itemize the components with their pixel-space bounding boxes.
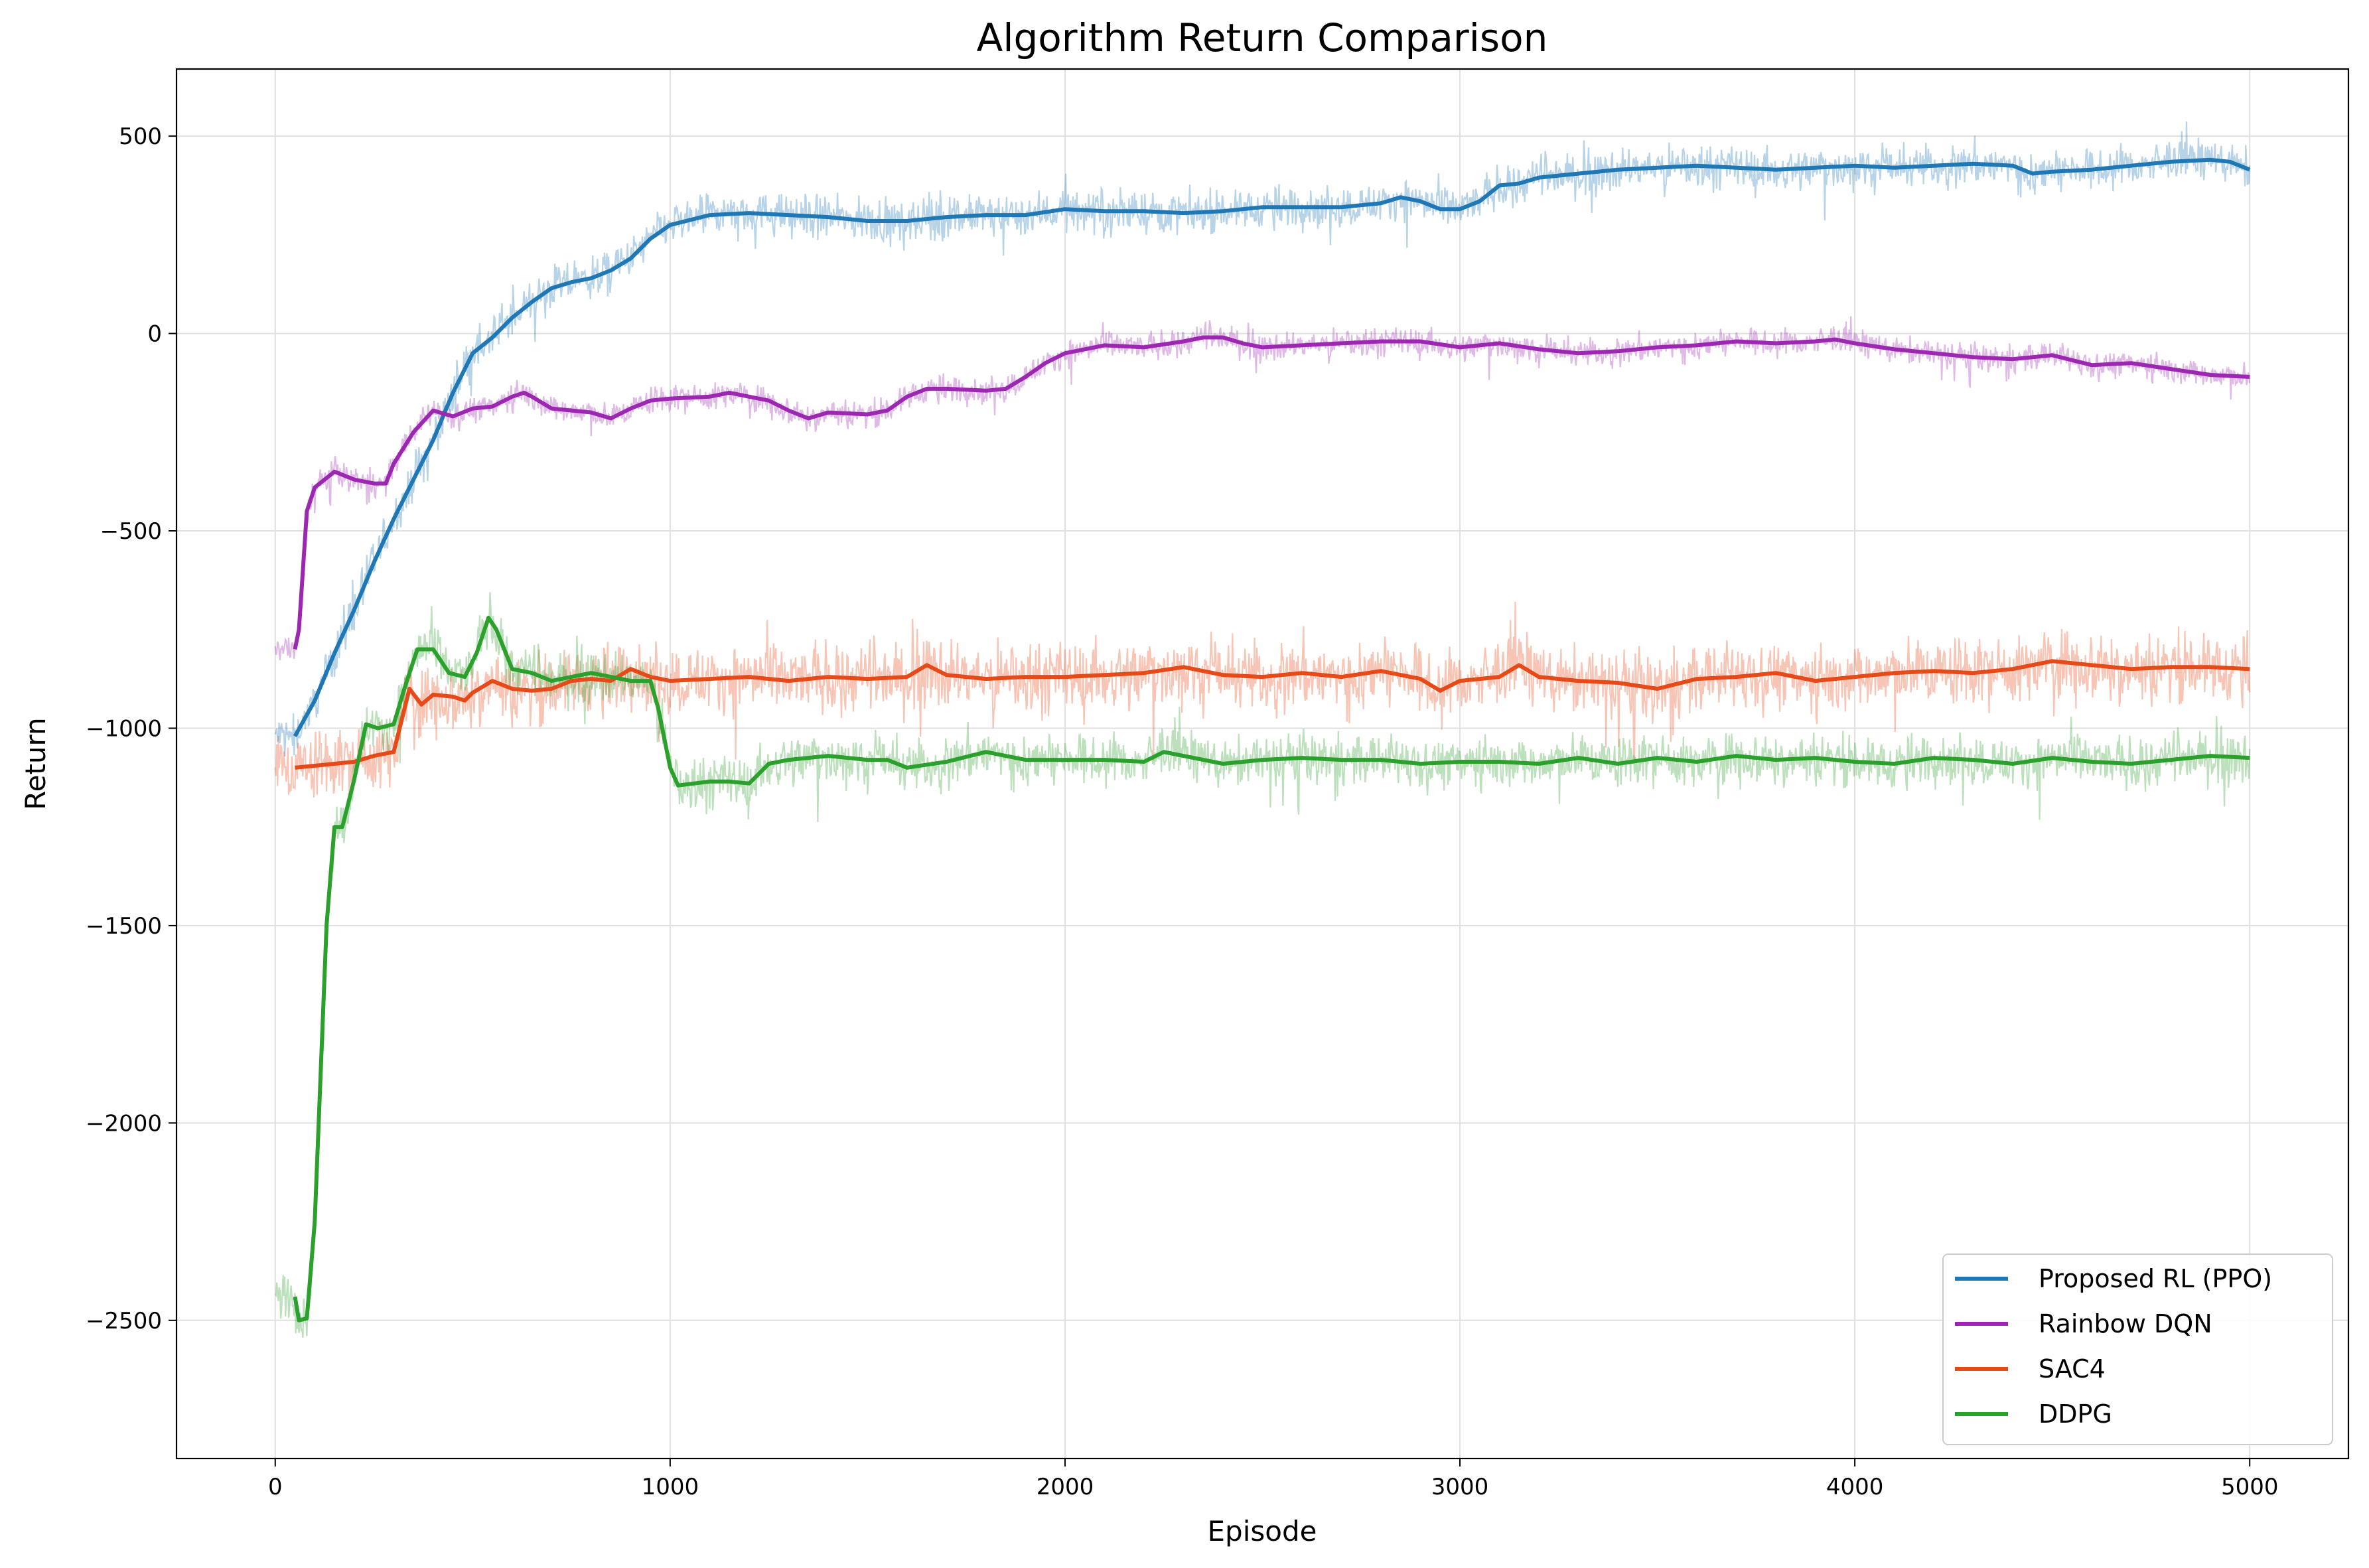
raw-series-sac4 (274, 601, 2251, 804)
legend-label-ppo: Proposed RL (PPO) (2039, 1264, 2272, 1293)
smoothed-series-layer (293, 157, 2251, 1322)
x-tick-label: 0 (268, 1474, 283, 1500)
series-line-ppo (293, 157, 2251, 737)
y-axis-label: Return (19, 717, 52, 810)
x-tick-label: 4000 (1826, 1474, 1884, 1500)
y-tick-label: 0 (147, 321, 162, 348)
raw-series-ddpg (274, 592, 2251, 1338)
y-tick-label: 500 (119, 123, 162, 150)
series-line-sac4 (295, 659, 2250, 770)
legend-label-ddpg: DDPG (2039, 1399, 2112, 1429)
legend: Proposed RL (PPO) Rainbow DQN SAC4 DDPG (1942, 1253, 2333, 1445)
x-tick-label: 1000 (642, 1474, 699, 1500)
x-tick-label: 2000 (1037, 1474, 1094, 1500)
x-tick-label: 5000 (2221, 1474, 2279, 1500)
series-line-rainbow-dqn (293, 335, 2250, 650)
chart-title: Algorithm Return Comparison (977, 15, 1548, 60)
y-tick-label: −500 (100, 518, 162, 545)
legend-box (1942, 1253, 2333, 1445)
y-tick-label: −1000 (86, 715, 162, 742)
series-line-ddpg (293, 615, 2250, 1322)
x-axis-label: Episode (1208, 1515, 1317, 1547)
legend-label-sac4: SAC4 (2039, 1354, 2106, 1384)
plot-area-frame (175, 68, 2350, 1460)
x-tick-label: 3000 (1431, 1474, 1489, 1500)
y-tick-label: −2000 (86, 1110, 162, 1137)
axis-ticks: 0 1000 2000 3000 4000 5000−2500−2000−1500−100… (86, 123, 2279, 1500)
y-tick-label: −1500 (86, 913, 162, 940)
y-tick-label: −2500 (86, 1308, 162, 1334)
legend-label-rainbow-dqn: Rainbow DQN (2039, 1309, 2212, 1338)
